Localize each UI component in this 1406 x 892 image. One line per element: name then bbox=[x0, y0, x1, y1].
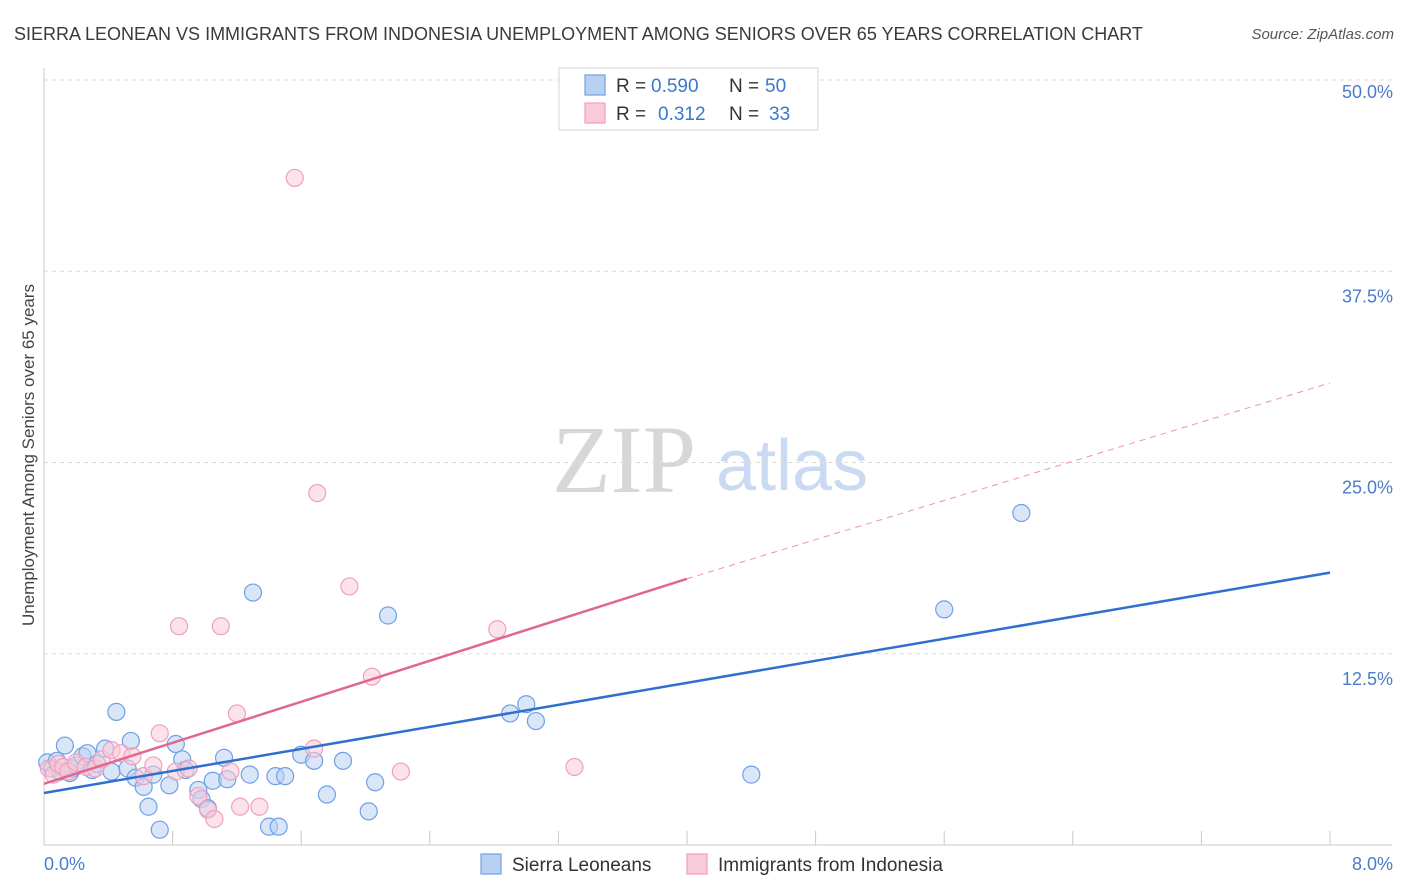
watermark-atlas: atlas bbox=[716, 426, 868, 506]
data-point bbox=[250, 797, 269, 816]
watermark-zip: ZIP bbox=[552, 406, 696, 513]
data-point bbox=[935, 600, 954, 619]
y-tick-label: 37.5% bbox=[1342, 286, 1393, 306]
chart-source: Source: ZipAtlas.com bbox=[1251, 26, 1394, 43]
data-point bbox=[308, 484, 327, 503]
data-point bbox=[391, 762, 410, 781]
data-point bbox=[565, 757, 584, 777]
data-point bbox=[139, 797, 158, 816]
data-point bbox=[144, 756, 163, 775]
series-immigrants-indonesia bbox=[39, 168, 584, 829]
y-tick-labels: 12.5% 25.0% 37.5% 50.0% bbox=[1342, 82, 1393, 689]
legend-r-label-sierra: R = bbox=[616, 76, 646, 97]
data-point bbox=[488, 620, 507, 639]
data-point bbox=[240, 765, 259, 784]
data-point bbox=[359, 802, 378, 821]
data-point bbox=[1012, 503, 1031, 523]
data-point bbox=[150, 820, 169, 839]
y-tick-label: 50.0% bbox=[1342, 82, 1393, 102]
series-legend: Sierra Leoneans Immigrants from Indonesi… bbox=[480, 853, 943, 876]
legend-swatch-indonesia bbox=[584, 102, 606, 124]
data-point bbox=[269, 817, 288, 836]
data-point bbox=[333, 751, 353, 770]
trend-line-indonesia bbox=[43, 577, 688, 785]
bottom-legend-swatch-sierra bbox=[480, 853, 502, 875]
bottom-legend-label-indonesia: Immigrants from Indonesia bbox=[718, 855, 943, 876]
data-point bbox=[243, 583, 263, 602]
stats-legend: R = 0.590 N = 50 R = 0.312 N = 33 bbox=[558, 67, 819, 131]
trend-line-indonesia-extension bbox=[686, 382, 1331, 580]
legend-r-value-sierra: 0.590 bbox=[651, 76, 699, 97]
legend-n-label-indonesia: N = bbox=[729, 104, 759, 125]
data-point bbox=[107, 702, 126, 721]
scatter-points bbox=[38, 168, 1031, 839]
series-sierra-leoneans bbox=[38, 503, 1031, 839]
x-tick-label-min: 0.0% bbox=[44, 854, 85, 874]
data-point bbox=[189, 786, 208, 806]
legend-r-label-indonesia: R = bbox=[616, 104, 646, 125]
data-point bbox=[378, 606, 398, 625]
chart-title: SIERRA LEONEAN VS IMMIGRANTS FROM INDONE… bbox=[14, 24, 1143, 44]
axes bbox=[43, 68, 1392, 846]
data-point bbox=[169, 617, 189, 636]
data-point bbox=[317, 785, 337, 804]
legend-n-value-sierra: 50 bbox=[765, 76, 786, 97]
y-axis-label: Unemployment Among Seniors over 65 years bbox=[19, 284, 38, 626]
data-point bbox=[55, 736, 74, 755]
data-point bbox=[340, 577, 359, 596]
y-tick-label: 25.0% bbox=[1342, 478, 1393, 498]
watermark: ZIP atlas bbox=[552, 406, 868, 513]
data-point bbox=[221, 762, 240, 781]
legend-n-label-sierra: N = bbox=[729, 76, 759, 97]
y-tick-label: 12.5% bbox=[1342, 669, 1393, 689]
data-point bbox=[150, 724, 169, 743]
data-point bbox=[276, 767, 295, 786]
x-tick-label-max: 8.0% bbox=[1352, 854, 1393, 874]
legend-n-value-indonesia: 33 bbox=[769, 104, 790, 125]
data-point bbox=[211, 617, 230, 636]
data-point bbox=[366, 773, 385, 792]
trend-line-sierra bbox=[43, 571, 1331, 795]
trend-lines bbox=[43, 382, 1331, 795]
bottom-legend-swatch-indonesia bbox=[686, 853, 708, 875]
data-point bbox=[285, 168, 304, 188]
legend-r-value-indonesia: 0.312 bbox=[658, 104, 706, 125]
data-point bbox=[742, 765, 761, 784]
data-point bbox=[526, 711, 545, 731]
gridlines bbox=[44, 79, 1392, 655]
data-point bbox=[205, 809, 224, 829]
bottom-legend-label-sierra: Sierra Leoneans bbox=[512, 855, 651, 876]
data-point bbox=[231, 797, 250, 816]
legend-swatch-sierra bbox=[584, 74, 606, 96]
